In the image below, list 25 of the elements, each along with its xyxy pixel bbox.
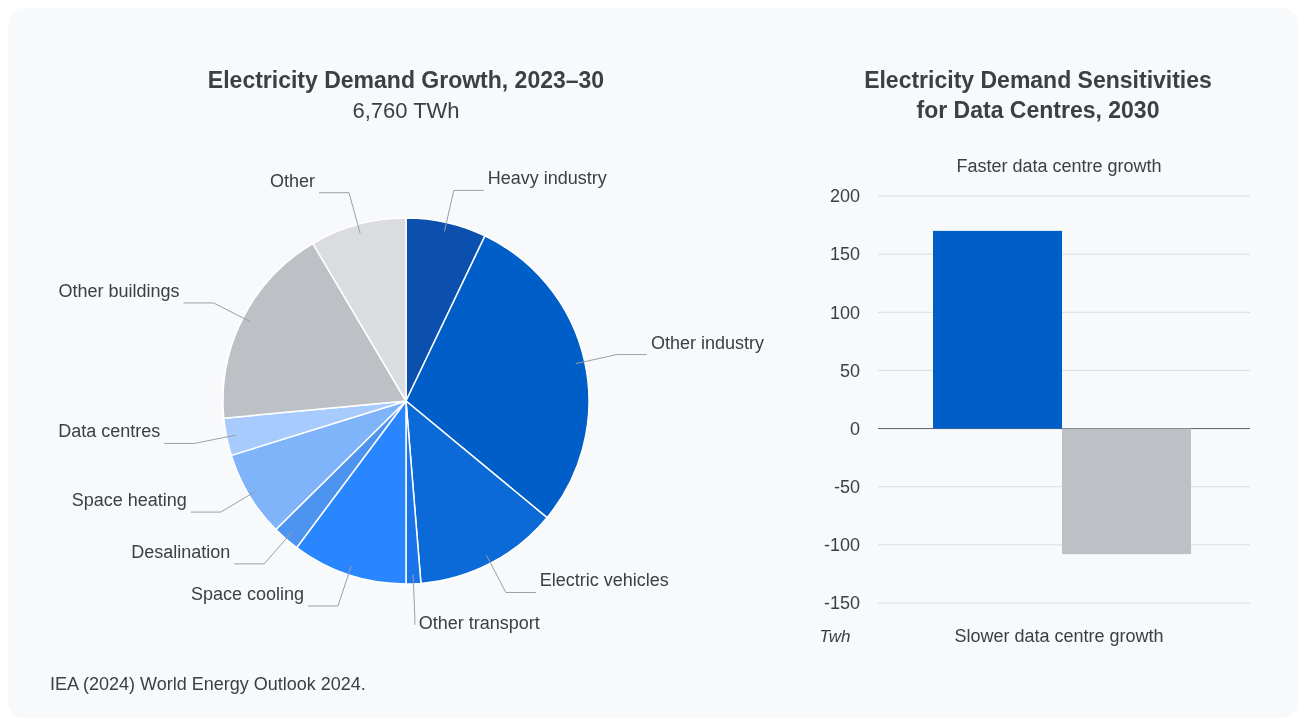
y-tick-label: 0 xyxy=(849,418,860,439)
y-tick-label: 100 xyxy=(829,302,860,323)
slice-label: Space heating xyxy=(71,490,187,511)
y-tick-label: -50 xyxy=(833,477,860,498)
slice-label: Heavy industry xyxy=(487,168,607,189)
slice-label: Space cooling xyxy=(190,583,304,604)
y-tick-label: 50 xyxy=(839,360,860,381)
slice-label: Other transport xyxy=(418,612,540,633)
slice-label: Other xyxy=(269,170,316,191)
chart-title: Electricity Demand Growth, 2023–30 xyxy=(207,67,605,93)
chart-title: Electricity Demand Sensitivities for Data Centres, 2030 xyxy=(864,67,1212,123)
slice-label: Other buildings xyxy=(58,280,180,301)
y-tick-label: -100 xyxy=(823,535,860,556)
chart-subtitle: 6,760 TWh xyxy=(352,98,460,123)
y-tick-label: 200 xyxy=(829,186,860,207)
slice-label: Data centres xyxy=(58,421,161,442)
y-tick-label: 150 xyxy=(829,244,860,265)
slice-label: Other industry xyxy=(650,332,764,353)
text: IEA (2024) World Energy Outlook 2024. xyxy=(50,674,366,694)
text: Slower data centre growth xyxy=(954,626,1164,646)
slice-label: Desalination xyxy=(131,541,231,562)
slice-label: Electric vehicles xyxy=(539,570,669,591)
text: Faster data centre growth xyxy=(956,156,1162,176)
y-tick-label: -150 xyxy=(823,593,860,614)
y-axis-title: Twh xyxy=(819,627,851,646)
